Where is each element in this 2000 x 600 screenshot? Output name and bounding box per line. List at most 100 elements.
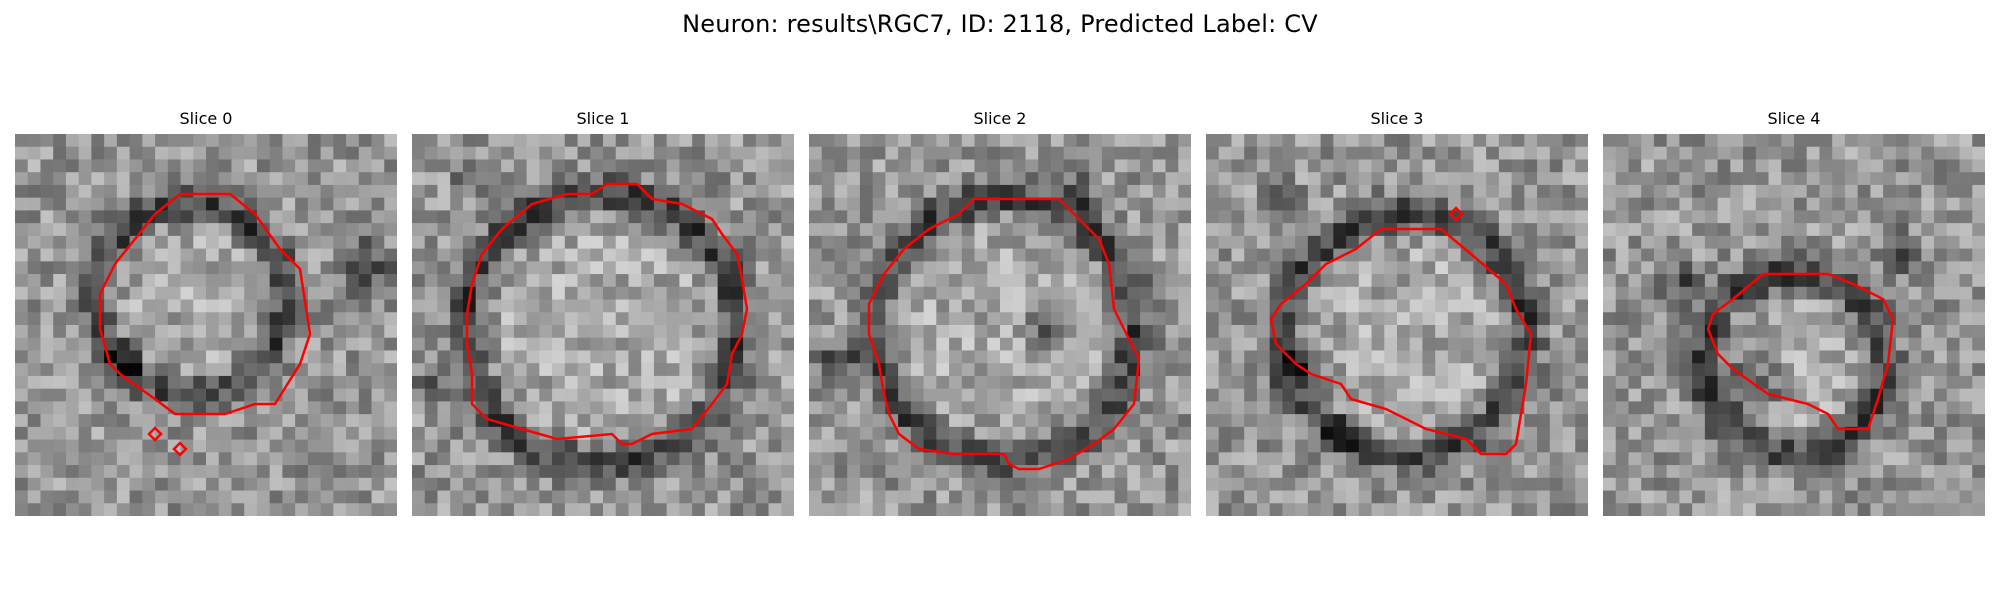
image-pixel <box>104 235 118 250</box>
image-pixel <box>1206 248 1220 262</box>
image-pixel <box>193 337 207 351</box>
image-pixel <box>1972 134 1985 148</box>
image-pixel <box>1832 363 1846 377</box>
image-pixel <box>961 388 976 402</box>
image-pixel <box>1371 414 1385 428</box>
image-pixel <box>1844 375 1859 390</box>
image-pixel <box>577 477 591 492</box>
image-pixel <box>282 388 296 402</box>
image-pixel <box>1358 299 1373 313</box>
image-pixel <box>513 223 528 237</box>
image-pixel <box>910 159 925 173</box>
image-pixel <box>1603 134 1617 148</box>
image-pixel <box>1679 184 1693 199</box>
image-pixel <box>1076 172 1090 186</box>
image-pixel <box>1679 197 1693 211</box>
image-pixel <box>295 414 309 428</box>
image-pixel <box>1473 414 1487 428</box>
image-pixel <box>1206 350 1220 364</box>
image-pixel <box>424 274 438 288</box>
image-pixel <box>1972 401 1985 415</box>
image-pixel <box>1256 401 1271 415</box>
image-pixel <box>603 261 617 275</box>
image-pixel <box>1384 286 1398 301</box>
image-pixel <box>1832 465 1846 479</box>
image-pixel <box>1704 363 1719 377</box>
image-pixel <box>1244 261 1258 275</box>
image-pixel <box>295 465 309 479</box>
image-pixel <box>730 312 744 326</box>
image-pixel <box>1206 503 1220 516</box>
image-pixel <box>129 465 143 479</box>
image-pixel <box>27 375 41 390</box>
image-pixel <box>1218 401 1232 415</box>
image-pixel <box>768 312 782 326</box>
image-pixel <box>1012 223 1026 237</box>
image-pixel <box>167 465 182 479</box>
image-pixel <box>256 274 271 288</box>
image-pixel <box>320 401 334 415</box>
image-pixel <box>513 503 528 516</box>
image-pixel <box>821 452 835 466</box>
image-pixel <box>475 274 489 288</box>
image-pixel <box>15 363 29 377</box>
image-pixel <box>1717 248 1731 262</box>
image-pixel <box>1218 146 1232 160</box>
image-pixel <box>1511 223 1525 237</box>
image-pixel <box>91 465 105 479</box>
image-pixel <box>231 312 245 326</box>
image-pixel <box>40 401 54 415</box>
image-pixel <box>1603 223 1617 237</box>
image-pixel <box>1050 337 1065 351</box>
image-pixel <box>1397 184 1411 199</box>
image-pixel <box>1844 503 1859 516</box>
image-pixel <box>282 134 296 148</box>
image-pixel <box>1152 439 1167 453</box>
image-pixel <box>1384 401 1398 415</box>
image-pixel <box>1256 375 1271 390</box>
image-pixel <box>1435 235 1449 250</box>
image-pixel <box>155 503 169 516</box>
image-pixel <box>1603 197 1617 211</box>
image-pixel <box>1397 172 1411 186</box>
image-pixel <box>193 363 207 377</box>
image-pixel <box>1921 299 1935 313</box>
image-pixel <box>1435 350 1449 364</box>
image-pixel <box>1819 172 1833 186</box>
image-pixel <box>104 248 118 262</box>
image-pixel <box>1038 477 1052 492</box>
image-pixel <box>91 312 105 326</box>
image-pixel <box>1231 439 1245 453</box>
image-pixel <box>1857 146 1871 160</box>
image-pixel <box>1409 261 1423 275</box>
image-pixel <box>730 235 744 250</box>
image-pixel <box>1755 184 1770 199</box>
image-pixel <box>1397 261 1411 275</box>
image-pixel <box>1152 388 1167 402</box>
image-pixel <box>1730 159 1744 173</box>
image-pixel <box>1794 223 1808 237</box>
image-pixel <box>641 286 655 301</box>
image-pixel <box>1460 159 1474 173</box>
image-pixel <box>1063 261 1077 275</box>
image-pixel <box>1870 146 1884 160</box>
image-pixel <box>15 426 29 441</box>
image-pixel <box>910 325 925 339</box>
image-pixel <box>730 286 744 301</box>
image-pixel <box>1653 465 1668 479</box>
image-pixel <box>781 261 794 275</box>
image-pixel <box>1244 134 1258 148</box>
image-pixel <box>1165 197 1179 211</box>
image-pixel <box>1972 274 1985 288</box>
image-pixel <box>564 159 579 173</box>
image-pixel <box>1794 477 1808 492</box>
image-pixel <box>821 197 835 211</box>
image-pixel <box>1806 172 1820 186</box>
image-pixel <box>1206 325 1220 339</box>
image-pixel <box>1152 477 1167 492</box>
image-pixel <box>78 223 92 237</box>
image-pixel <box>91 477 105 492</box>
image-pixel <box>1295 439 1309 453</box>
image-pixel <box>244 235 258 250</box>
image-pixel <box>1819 210 1833 224</box>
